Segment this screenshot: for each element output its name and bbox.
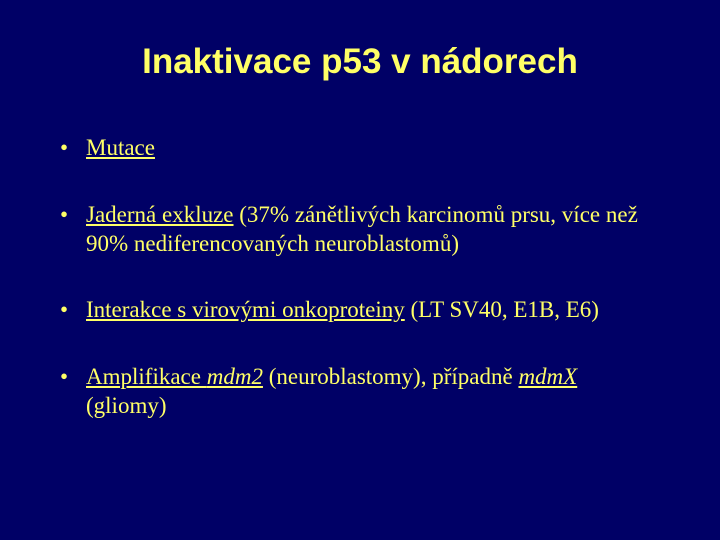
bullet-item: Interakce s virovými onkoproteiny (LT SV…	[60, 296, 660, 325]
bullet-text-segment: Amplifikace	[86, 364, 207, 389]
bullet-text-segment: mdmX	[518, 364, 577, 389]
bullet-item: Amplifikace mdm2 (neuroblastomy), případ…	[60, 363, 660, 421]
bullet-list: Mutace Jaderná exkluze (37% zánětlivých k…	[60, 134, 660, 421]
bullet-text-segment: (neuroblastomy), případně	[263, 364, 518, 389]
slide-title: Inaktivace p53 v nádorech	[0, 0, 720, 82]
bullet-text-segment: mdm2	[207, 364, 263, 389]
bullet-text-segment: (LT SV40, E1B, E6)	[405, 297, 599, 322]
bullet-text-segment: Mutace	[86, 135, 155, 160]
bullet-text-segment: Jaderná exkluze	[86, 202, 234, 227]
bullet-item: Mutace	[60, 134, 660, 163]
bullet-item: Jaderná exkluze (37% zánětlivých karcino…	[60, 201, 660, 259]
bullet-text-segment: (gliomy)	[86, 393, 167, 418]
bullet-text-segment: Interakce s virovými onkoproteiny	[86, 297, 405, 322]
slide: Inaktivace p53 v nádorech Mutace Jaderná …	[0, 0, 720, 540]
